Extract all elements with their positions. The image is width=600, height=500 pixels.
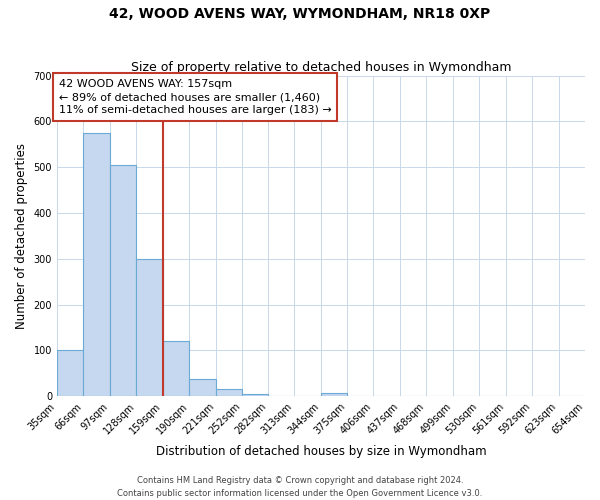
Text: Contains HM Land Registry data © Crown copyright and database right 2024.
Contai: Contains HM Land Registry data © Crown c… xyxy=(118,476,482,498)
Bar xyxy=(136,259,163,396)
Y-axis label: Number of detached properties: Number of detached properties xyxy=(15,143,28,329)
Bar xyxy=(83,133,110,396)
Bar xyxy=(110,165,136,396)
Bar xyxy=(215,390,242,396)
Title: Size of property relative to detached houses in Wymondham: Size of property relative to detached ho… xyxy=(131,62,511,74)
Text: 42 WOOD AVENS WAY: 157sqm
← 89% of detached houses are smaller (1,460)
11% of se: 42 WOOD AVENS WAY: 157sqm ← 89% of detac… xyxy=(59,79,331,116)
Bar xyxy=(189,379,215,396)
X-axis label: Distribution of detached houses by size in Wymondham: Distribution of detached houses by size … xyxy=(155,444,486,458)
Bar xyxy=(242,394,268,396)
Text: 42, WOOD AVENS WAY, WYMONDHAM, NR18 0XP: 42, WOOD AVENS WAY, WYMONDHAM, NR18 0XP xyxy=(109,8,491,22)
Bar xyxy=(57,350,83,397)
Bar xyxy=(163,342,189,396)
Bar xyxy=(320,392,347,396)
